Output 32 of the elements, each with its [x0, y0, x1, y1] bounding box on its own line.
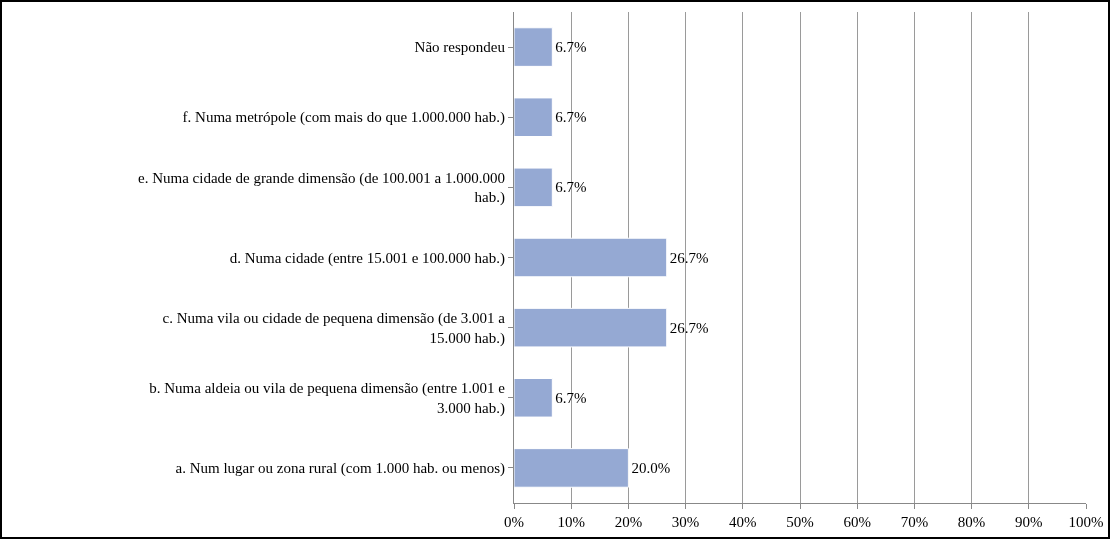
x-tick-label: 40%	[729, 514, 757, 530]
bar	[514, 448, 629, 488]
y-tick-label: f. Numa metrópole (com mais do que 1.000.000 hab.)	[182, 109, 505, 127]
bar	[514, 27, 553, 67]
x-tick-label: 10%	[557, 514, 585, 530]
x-tick-label: 50%	[786, 514, 814, 530]
x-tick-label: 80%	[957, 514, 986, 530]
bar	[514, 237, 668, 278]
data-label: 26.7%	[669, 319, 709, 336]
x-tick-label: 0%	[504, 514, 524, 530]
y-tick-label: b. Numa aldeia ou vila de pequena dimensão (entre 1.001 e 3.000 hab.)	[149, 380, 506, 417]
bar	[514, 97, 553, 137]
data-label: 6.7%	[555, 389, 587, 406]
x-tick-label: 100%	[1068, 514, 1104, 530]
bar	[514, 307, 668, 348]
y-tick-label: Não respondeu	[414, 39, 506, 56]
x-tick-label: 30%	[671, 514, 700, 530]
x-tick-label: 70%	[900, 514, 929, 530]
bar	[514, 167, 553, 208]
x-tick-label: 90%	[1015, 514, 1043, 530]
data-label: 6.7%	[555, 109, 587, 126]
x-tick-label: 20%	[614, 514, 643, 530]
data-label: 26.7%	[669, 249, 709, 266]
y-tick-label: a. Num lugar ou zona rural (com 1.000 hab. ou menos)	[175, 460, 505, 478]
data-label: 20.0%	[631, 459, 671, 476]
y-tick-label: d. Numa cidade (entre 15.001 e 100.000 hab.)	[229, 249, 505, 267]
y-tick-label: c. Numa vila ou cidade de pequena dimensão (de 3.001 a 15.000 hab.)	[162, 310, 506, 347]
bar	[514, 378, 553, 418]
data-label: 6.7%	[555, 179, 587, 196]
x-tick-label: 60%	[843, 514, 871, 530]
data-label: 6.7%	[555, 39, 587, 56]
y-tick-label: e. Numa cidade de grande dimensão (de 100.001 a 1.000.000 hab.)	[138, 169, 505, 207]
